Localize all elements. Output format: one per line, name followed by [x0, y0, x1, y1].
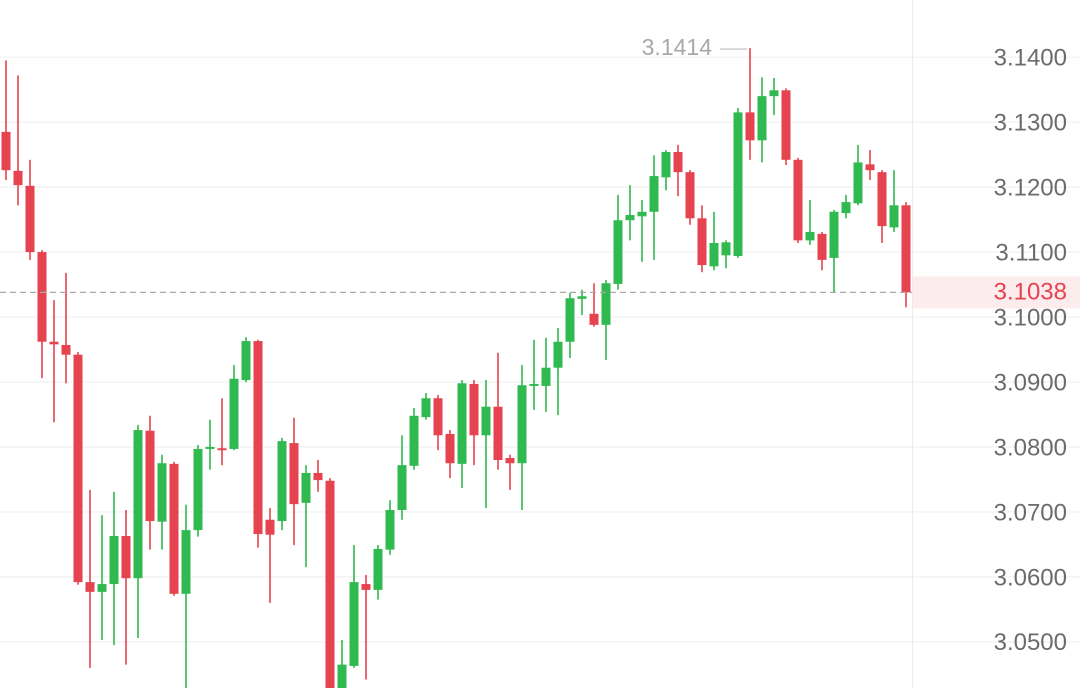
y-tick-label: 3.0500 [994, 629, 1067, 656]
candle-body [589, 313, 599, 325]
last-price-badge [913, 276, 1080, 309]
candle-body [793, 159, 803, 241]
candle-body [373, 548, 383, 590]
candle-body [253, 341, 263, 535]
candle-body [85, 582, 95, 592]
candle-body [433, 398, 443, 436]
candle-body [649, 176, 659, 212]
candle-body [37, 252, 47, 342]
candle-body [145, 430, 155, 522]
candle-body [169, 463, 179, 594]
candle-body [841, 202, 851, 214]
candle-body [457, 383, 467, 464]
candle-body [577, 296, 587, 299]
y-tick-label: 3.1400 [994, 45, 1067, 72]
last-price-label: 3.1038 [994, 279, 1067, 306]
candle-body [661, 152, 671, 178]
candle-body [757, 96, 767, 141]
candle-body [361, 584, 371, 590]
candle-body [853, 162, 863, 204]
max-label: 3.1414 [642, 34, 713, 60]
candle-body [25, 185, 35, 253]
candle-body [301, 472, 311, 503]
y-tick-label: 3.0800 [994, 434, 1067, 461]
candle-body [721, 242, 731, 256]
y-tick-label: 3.1300 [994, 109, 1067, 136]
candle-body [889, 205, 899, 228]
candle-body [529, 383, 539, 386]
candle-body [157, 463, 167, 522]
y-axis: 3.1400 3.1300 3.1200 3.1100 3.1000 3.0900 3.08… [913, 45, 1080, 656]
y-tick-label: 3.0900 [994, 369, 1067, 396]
candle-body [13, 170, 23, 186]
candle-body [49, 341, 59, 345]
candle-body [229, 378, 239, 449]
grid [0, 56, 1080, 643]
candle-body [289, 443, 299, 505]
candle-body [805, 231, 815, 241]
candle-body [193, 448, 203, 531]
candle-body [565, 298, 575, 342]
candle-body [517, 385, 527, 464]
candle-body [493, 406, 503, 460]
candle-body [901, 205, 911, 293]
y-tick-label: 3.1000 [994, 304, 1067, 331]
candle-body [109, 535, 119, 585]
candle-body [697, 218, 707, 266]
overlay: 3.1414 [0, 34, 912, 294]
candle-body [409, 415, 419, 466]
candle-body [733, 112, 743, 256]
y-tick-label: 3.0700 [994, 499, 1067, 526]
candles [1, 48, 911, 688]
candle-body [601, 283, 611, 325]
candle-body [313, 472, 323, 481]
candle-body [709, 242, 719, 267]
candle-body [277, 441, 287, 522]
candle-body [73, 354, 83, 583]
candle-body [181, 530, 191, 594]
candle-body [121, 535, 131, 579]
candle-body [97, 584, 107, 592]
candle-body [829, 211, 839, 258]
candle-body [877, 172, 887, 227]
candle-body [769, 90, 779, 97]
candle-body [685, 172, 695, 219]
candle-body [865, 164, 875, 171]
candle-body [745, 112, 755, 141]
candle-body [385, 509, 395, 550]
candle-body [541, 367, 551, 386]
candle-body [637, 211, 647, 217]
candle-body [397, 465, 407, 510]
candle-body [817, 233, 827, 260]
candle-body [613, 220, 623, 284]
candle-body [625, 215, 635, 221]
candle-body [241, 341, 251, 381]
candle-body [217, 448, 227, 451]
candle-body [205, 446, 215, 449]
candle-body [133, 430, 143, 579]
candle-body [349, 582, 359, 666]
candle-body [481, 406, 491, 436]
y-tick-label: 3.0600 [994, 564, 1067, 591]
candle-body [421, 398, 431, 418]
candle-body [505, 458, 515, 464]
candle-body [337, 664, 347, 688]
y-tick-label: 3.1100 [995, 239, 1067, 266]
candle-body [781, 90, 791, 160]
candle-body [469, 383, 479, 436]
y-tick-label: 3.1200 [994, 174, 1067, 201]
candle-body [325, 480, 335, 688]
candle-body [673, 152, 683, 173]
candle-body [265, 519, 275, 535]
candle-body [1, 131, 11, 171]
candle-body [553, 341, 563, 368]
candle-body [445, 433, 455, 464]
candle-body [61, 344, 71, 355]
